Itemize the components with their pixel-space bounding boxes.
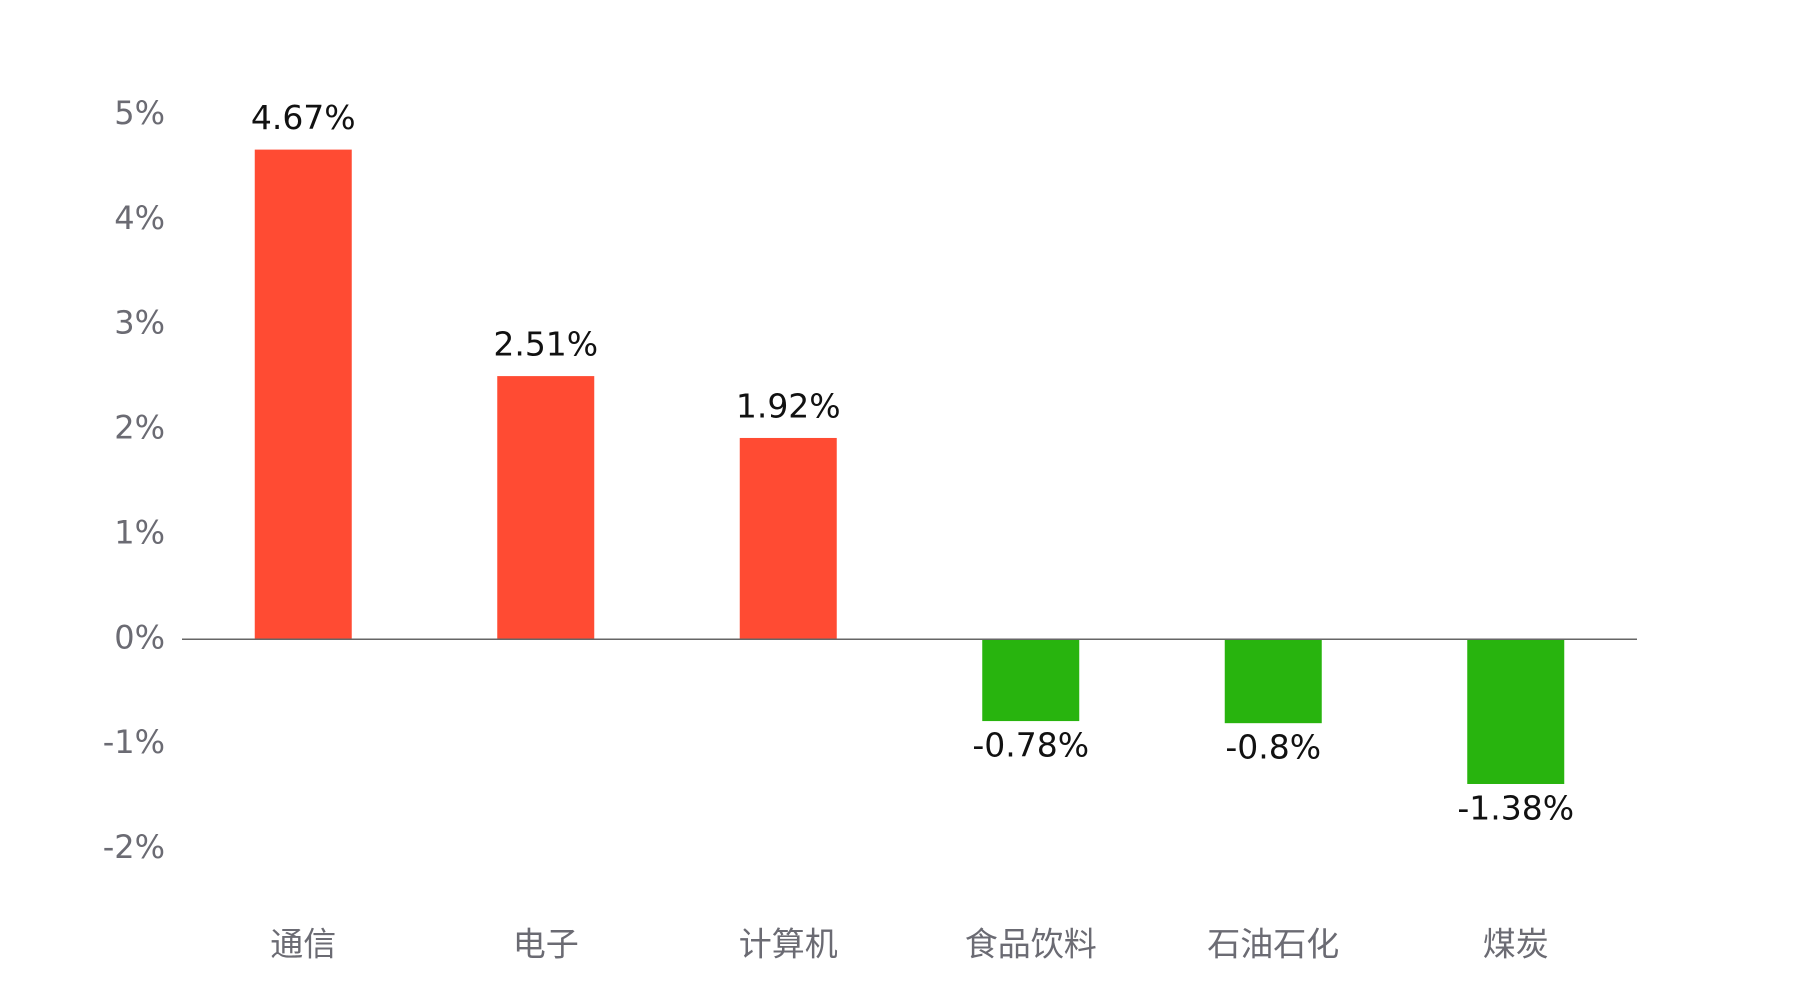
value-label: 4.67% [251,98,356,137]
value-label: 2.51% [493,325,598,364]
x-tick-label: 电子 [513,925,579,964]
y-tick-label: 2% [114,409,165,447]
bar [739,437,837,640]
value-label: -0.8% [1225,728,1321,767]
x-tick-label: 煤炭 [1483,925,1549,964]
value-label: -0.78% [972,726,1089,765]
value-label: 1.92% [736,386,841,425]
value-label: -1.38% [1457,788,1574,827]
x-tick-label: 计算机 [739,925,838,964]
x-tick-label: 通信 [270,925,336,964]
y-tick-label: 0% [114,618,165,656]
bar [497,376,595,640]
y-tick-label: 3% [114,304,165,342]
y-tick-label: 4% [114,199,165,237]
y-tick-label: 1% [114,513,165,551]
y-tick-label: -1% [103,723,165,761]
bar [1467,639,1565,784]
x-tick-label: 食品饮料 [965,925,1097,964]
x-tick-label: 石油石化 [1207,925,1339,964]
bar [982,639,1080,722]
bar [254,149,352,640]
y-tick-label: 5% [114,94,165,132]
y-tick-label: -2% [103,828,165,866]
bar [1224,639,1322,724]
